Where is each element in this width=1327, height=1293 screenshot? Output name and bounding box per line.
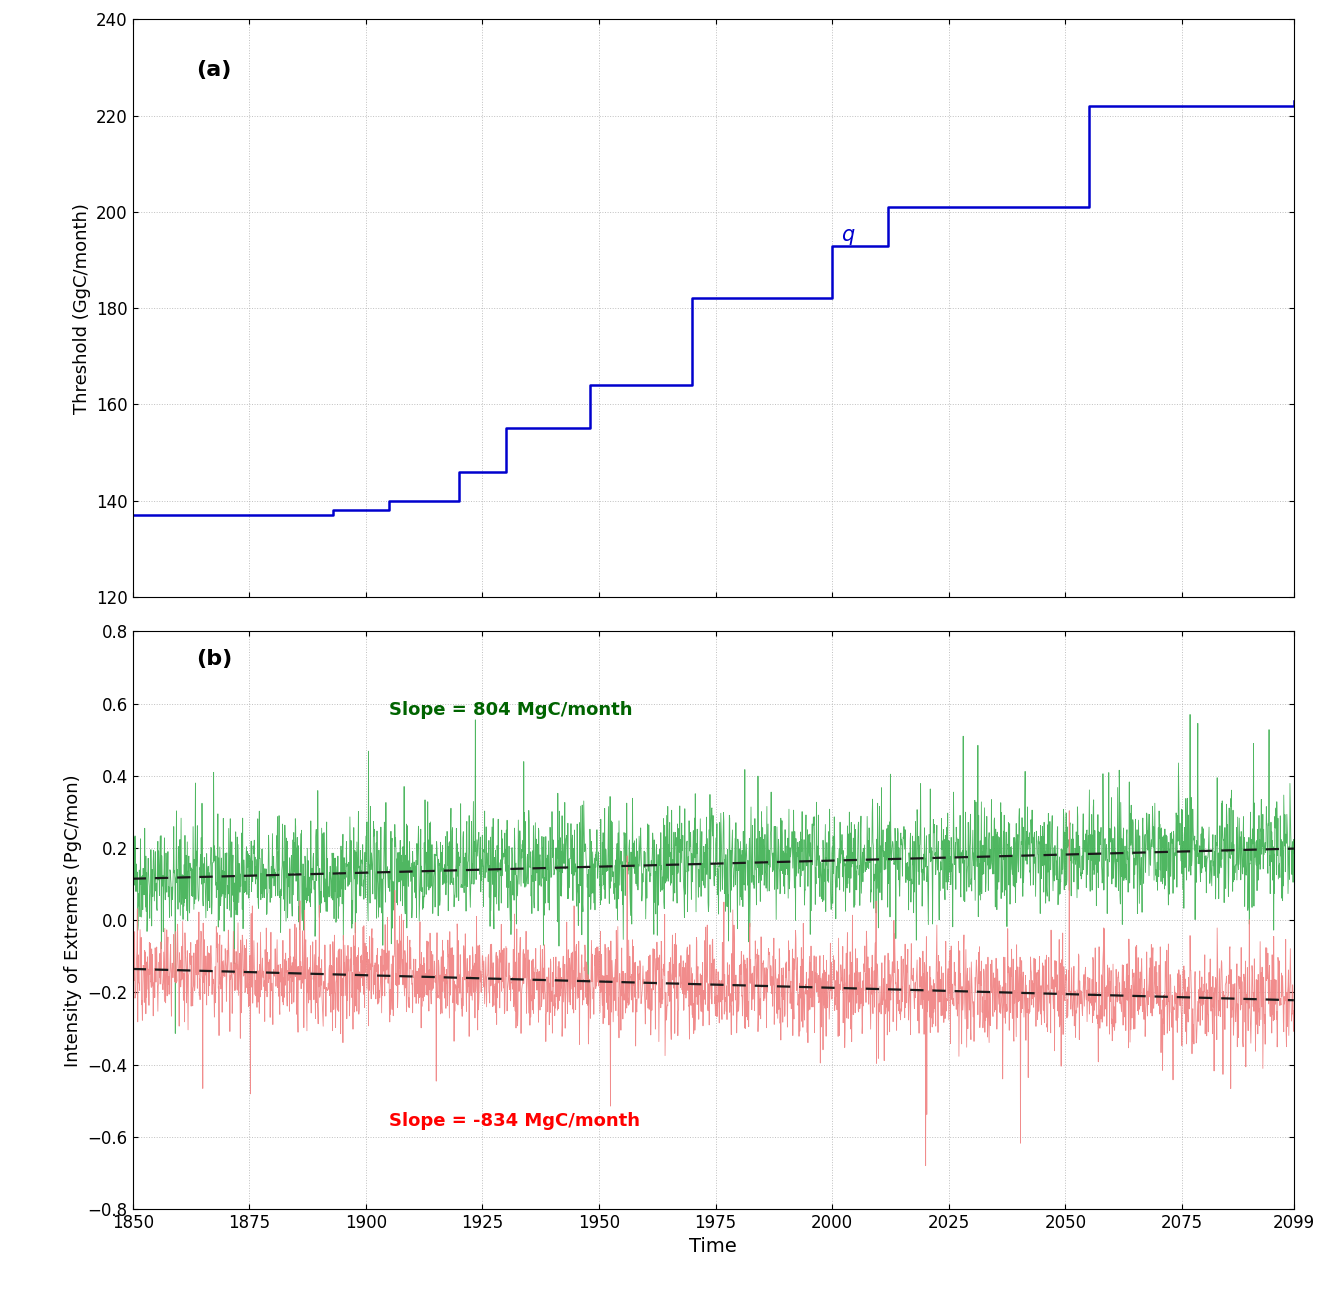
Y-axis label: Intensity of Extremes (PgC/mon): Intensity of Extremes (PgC/mon) bbox=[64, 775, 82, 1067]
Text: $q$: $q$ bbox=[841, 226, 856, 247]
Text: (b): (b) bbox=[196, 649, 232, 668]
Text: (a): (a) bbox=[196, 59, 232, 80]
Text: Slope = -834 MgC/month: Slope = -834 MgC/month bbox=[389, 1112, 640, 1130]
X-axis label: Time: Time bbox=[690, 1237, 736, 1257]
Y-axis label: Threshold (GgC/month): Threshold (GgC/month) bbox=[73, 203, 90, 414]
Text: Slope = 804 MgC/month: Slope = 804 MgC/month bbox=[389, 701, 633, 719]
